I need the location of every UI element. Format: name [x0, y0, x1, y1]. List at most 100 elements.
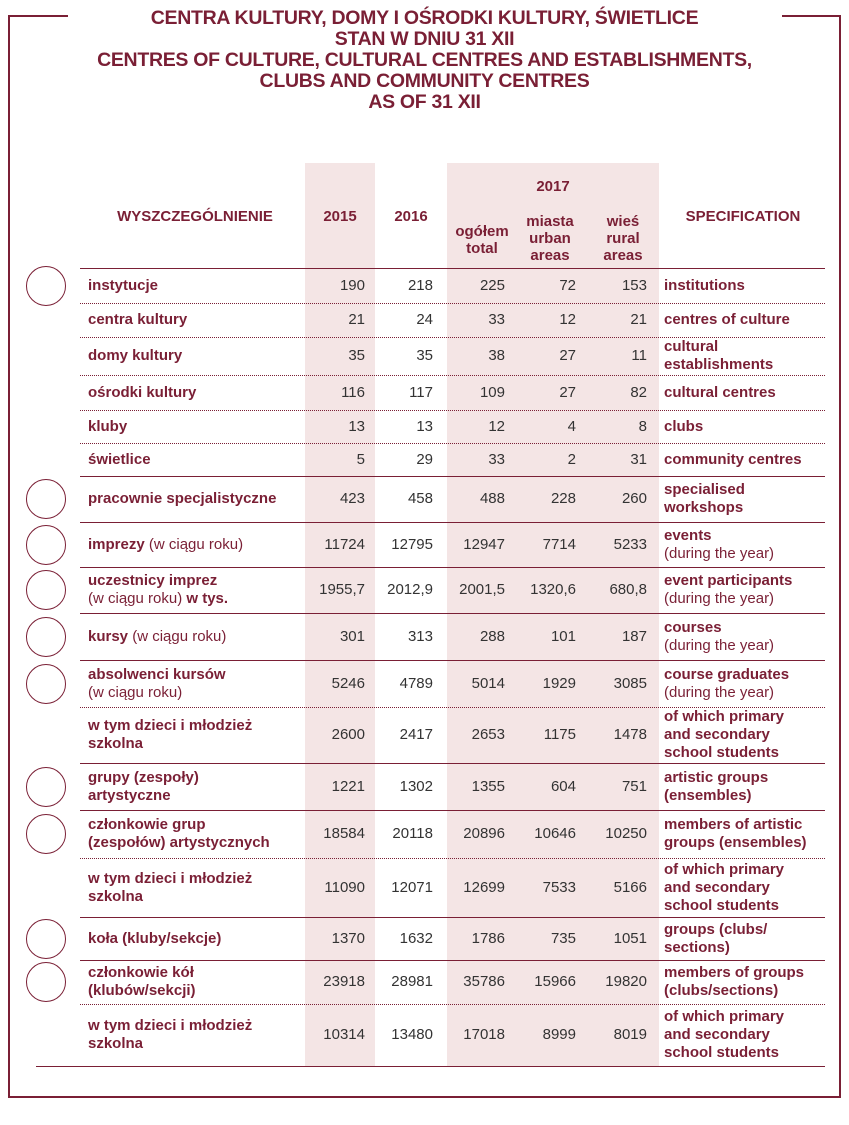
header-2015: 2015 [323, 208, 357, 225]
label-line: ośrodki kultury [88, 384, 303, 402]
label-line: (during the year) [664, 684, 829, 702]
cell-value: 7533 [542, 878, 576, 896]
cell-value: 27 [559, 347, 576, 364]
label-line: (zespołów) artystycznych [88, 834, 303, 852]
cell-value: 15966 [534, 973, 576, 990]
row-rule [80, 303, 825, 304]
title-line: CENTRES OF CULTURE, CULTURAL CENTRES AND… [97, 49, 752, 71]
row-rule [80, 443, 825, 444]
row-label-pl: centra kultury [88, 311, 303, 329]
label-line: (w ciągu roku) w tys. [88, 590, 303, 608]
text: centra kultury [88, 311, 188, 328]
text: koła (kluby/sekcje) [88, 929, 222, 947]
header-2017: 2017 [536, 178, 570, 195]
row-label-pl: instytucje [88, 277, 303, 295]
text: szkolna [88, 1035, 144, 1052]
row-label-en: courses (during the year) [664, 619, 829, 655]
label-line: groups (clubs/ [664, 921, 829, 939]
cell-value: 7714 [542, 535, 576, 553]
label-line: centres of culture [664, 311, 829, 329]
cell-value: 8999 [542, 1026, 576, 1043]
text: (klubów/sekcji) [88, 982, 196, 999]
text: members of groups [664, 964, 805, 981]
title-line: CENTRA KULTURY, DOMY I OŚRODKI KULTURY, … [150, 7, 699, 29]
text: instytucje [88, 276, 159, 294]
header-total: total [466, 240, 498, 257]
row-rule [80, 476, 825, 477]
cell-value: 82 [630, 383, 647, 401]
text: school students [664, 896, 780, 914]
cell-value: 1370 [331, 929, 365, 947]
cell-value: 13 [416, 417, 433, 435]
header-spec-pl: WYSZCZEGÓLNIENIE [117, 208, 273, 225]
label-line: koła (kluby/sekcje) [88, 930, 303, 948]
label-line: institutions [664, 277, 829, 295]
label-line: centra kultury [88, 311, 303, 329]
row-icon [26, 663, 66, 704]
row-label-en: cultural centres [664, 384, 829, 402]
label-line: of which primary [664, 1008, 829, 1026]
cell-value: 12 [559, 311, 576, 328]
label-line: of which primary [664, 861, 829, 879]
text: imprezy [88, 535, 145, 553]
cell-value: 27 [559, 383, 576, 401]
cell-value: 12947 [463, 535, 505, 553]
header-rural: areas [603, 247, 643, 264]
cell-value: 218 [407, 276, 433, 294]
text: w tym dzieci i młodzież [88, 1017, 253, 1034]
label-line: (during the year) [664, 637, 829, 655]
cell-value: 1632 [399, 929, 433, 947]
text: event participants [664, 572, 793, 589]
row-rule [80, 763, 825, 764]
text: community centres [664, 450, 802, 468]
row-icon [26, 814, 66, 854]
cell-value: 1355 [471, 777, 505, 795]
label-line: (during the year) [664, 590, 829, 608]
row-label-en: of which primary and secondary school stud… [664, 861, 829, 915]
cell-value: 116 [341, 383, 365, 401]
text: pracownie specjalistyczne [88, 490, 277, 507]
cell-value: 38 [488, 347, 505, 364]
cell-value: 11724 [324, 535, 365, 553]
text: (during the year) [664, 636, 775, 654]
row-rule [80, 1004, 825, 1005]
row-icon [26, 918, 66, 959]
row-rule [80, 707, 825, 708]
row-label-pl: pracownie specjalistyczne [88, 490, 303, 508]
label-line: (clubs/sections) [664, 982, 829, 1000]
cell-value: 2653 [471, 726, 505, 743]
text: (w ciągu roku) [88, 590, 183, 607]
label-line: establishments [664, 356, 829, 374]
cell-value: 187 [621, 627, 647, 645]
cell-value: 117 [409, 383, 433, 401]
text: (ensembles) [664, 786, 752, 804]
label-line: school students [664, 897, 829, 915]
text: and secondary [664, 878, 770, 896]
shade-2017 [447, 163, 659, 1066]
text: institutions [664, 276, 745, 294]
label-line: instytucje [88, 277, 303, 295]
row-rule [80, 337, 825, 338]
frame-left [8, 15, 10, 1097]
cell-value: 5233 [613, 535, 647, 553]
cell-value: 12 [488, 417, 505, 435]
label-line: groups (ensembles) [664, 834, 829, 852]
cell-value: 228 [550, 490, 576, 507]
cell-value: 33 [488, 450, 505, 468]
row-label-pl: domy kultury [88, 347, 303, 365]
cell-value: 1320,6 [530, 581, 576, 598]
row-icon [26, 265, 66, 306]
label-line: of which primary [664, 708, 829, 726]
row-label-en: clubs [664, 418, 829, 436]
cell-value: 17018 [463, 1026, 505, 1043]
cell-value: 225 [479, 276, 505, 294]
cell-value: 28981 [391, 973, 433, 990]
table-bottom-rule [36, 1066, 825, 1067]
cell-value: 5166 [613, 878, 647, 896]
label-line: szkolna [88, 1035, 303, 1053]
row-label-pl: koła (kluby/sekcje) [88, 930, 303, 948]
frame-top-right [782, 15, 841, 17]
cell-value: 12795 [391, 535, 433, 553]
text: uczestnicy imprez [88, 572, 218, 589]
label-line: sections) [664, 939, 829, 957]
